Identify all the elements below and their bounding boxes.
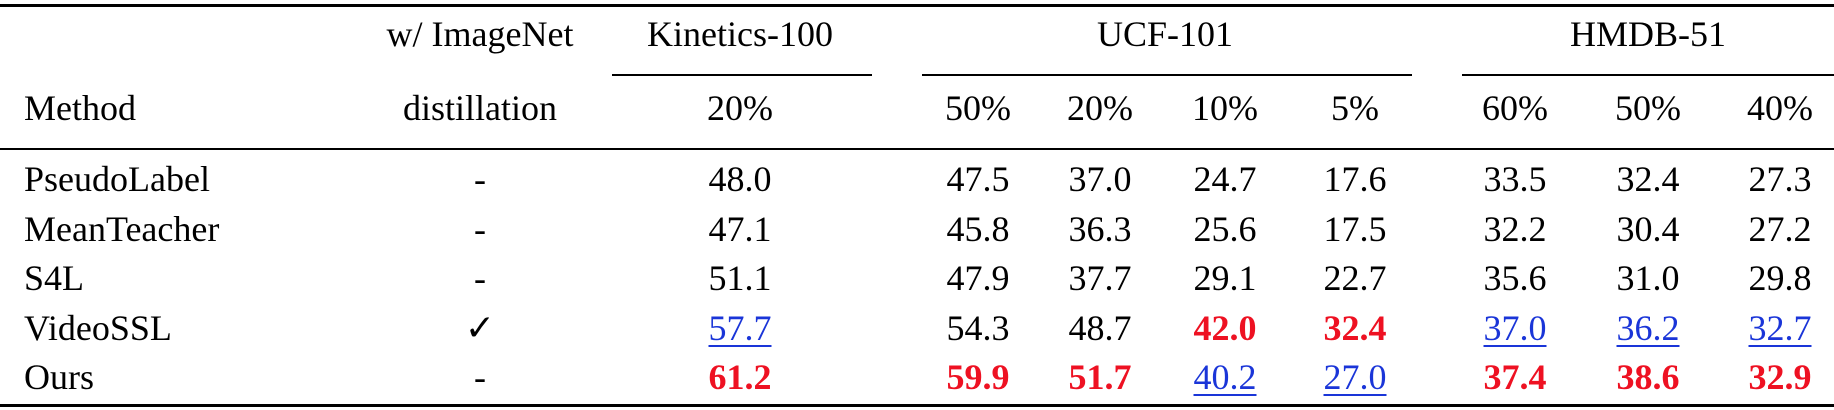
distillation-flag: -: [474, 209, 486, 249]
header-hmdb-50: 50%: [1615, 88, 1681, 128]
score-cell: 32.7: [1748, 308, 1812, 348]
top-rule: [0, 4, 1834, 7]
score-cell: 24.7: [1193, 159, 1257, 199]
score-cell: 37.7: [1068, 258, 1132, 298]
score-cell: 48.7: [1068, 308, 1132, 348]
header-kinetics: Kinetics-100: [647, 14, 833, 54]
score-cell: 29.8: [1748, 258, 1812, 298]
method-name: S4L: [24, 258, 85, 298]
header-imagenet: w/ ImageNet: [386, 14, 574, 54]
score-cell: 17.6: [1323, 159, 1387, 199]
method-name: Ours: [24, 357, 94, 397]
header-ucf-20: 20%: [1067, 88, 1133, 128]
header-method: Method: [24, 88, 136, 128]
score-cell: 61.2: [708, 357, 772, 397]
method-name: VideoSSL: [24, 308, 172, 348]
score-cell: 47.9: [946, 258, 1010, 298]
score-cell: 32.4: [1323, 308, 1387, 348]
header-ucf: UCF-101: [1096, 14, 1234, 54]
bottom-rule: [0, 404, 1834, 407]
score-cell: 47.5: [946, 159, 1010, 199]
score-cell: 38.6: [1616, 357, 1680, 397]
ucf-underline: [922, 74, 1412, 76]
header-hmdb-40: 40%: [1747, 88, 1813, 128]
score-cell: 36.3: [1068, 209, 1132, 249]
distillation-flag: -: [474, 159, 486, 199]
score-cell: 51.7: [1068, 357, 1132, 397]
score-cell: 47.1: [708, 209, 772, 249]
score-cell: 35.6: [1483, 258, 1547, 298]
score-cell: 17.5: [1323, 209, 1387, 249]
score-cell: 59.9: [946, 357, 1010, 397]
score-cell: 48.0: [708, 159, 772, 199]
mid-rule: [0, 148, 1834, 150]
distillation-flag: -: [474, 258, 486, 298]
method-name: PseudoLabel: [24, 159, 210, 199]
kinetics-underline: [612, 74, 872, 76]
score-cell: 37.4: [1483, 357, 1547, 397]
score-cell: 27.2: [1748, 209, 1812, 249]
score-cell: 22.7: [1323, 258, 1387, 298]
score-cell: 40.2: [1193, 357, 1257, 397]
header-kinetics-20: 20%: [707, 88, 773, 128]
score-cell: 31.0: [1616, 258, 1680, 298]
score-cell: 36.2: [1616, 308, 1680, 348]
score-cell: 32.2: [1483, 209, 1547, 249]
score-cell: 29.1: [1193, 258, 1257, 298]
header-ucf-5: 5%: [1331, 88, 1379, 128]
header-ucf-50: 50%: [945, 88, 1011, 128]
score-cell: 37.0: [1068, 159, 1132, 199]
score-cell: 33.5: [1483, 159, 1547, 199]
distillation-flag: ✓: [464, 308, 496, 348]
distillation-flag: -: [474, 357, 486, 397]
score-cell: 27.0: [1323, 357, 1387, 397]
method-name: MeanTeacher: [24, 209, 220, 249]
score-cell: 27.3: [1748, 159, 1812, 199]
score-cell: 32.4: [1616, 159, 1680, 199]
score-cell: 51.1: [708, 258, 772, 298]
score-cell: 25.6: [1193, 209, 1257, 249]
header-ucf-10: 10%: [1192, 88, 1258, 128]
score-cell: 30.4: [1616, 209, 1680, 249]
score-cell: 54.3: [946, 308, 1010, 348]
hmdb-underline: [1462, 74, 1834, 76]
header-distillation: distillation: [402, 88, 558, 128]
score-cell: 57.7: [708, 308, 772, 348]
score-cell: 37.0: [1483, 308, 1547, 348]
score-cell: 32.9: [1748, 357, 1812, 397]
score-cell: 42.0: [1193, 308, 1257, 348]
score-cell: 45.8: [946, 209, 1010, 249]
header-hmdb-60: 60%: [1482, 88, 1548, 128]
header-hmdb: HMDB-51: [1569, 14, 1727, 54]
